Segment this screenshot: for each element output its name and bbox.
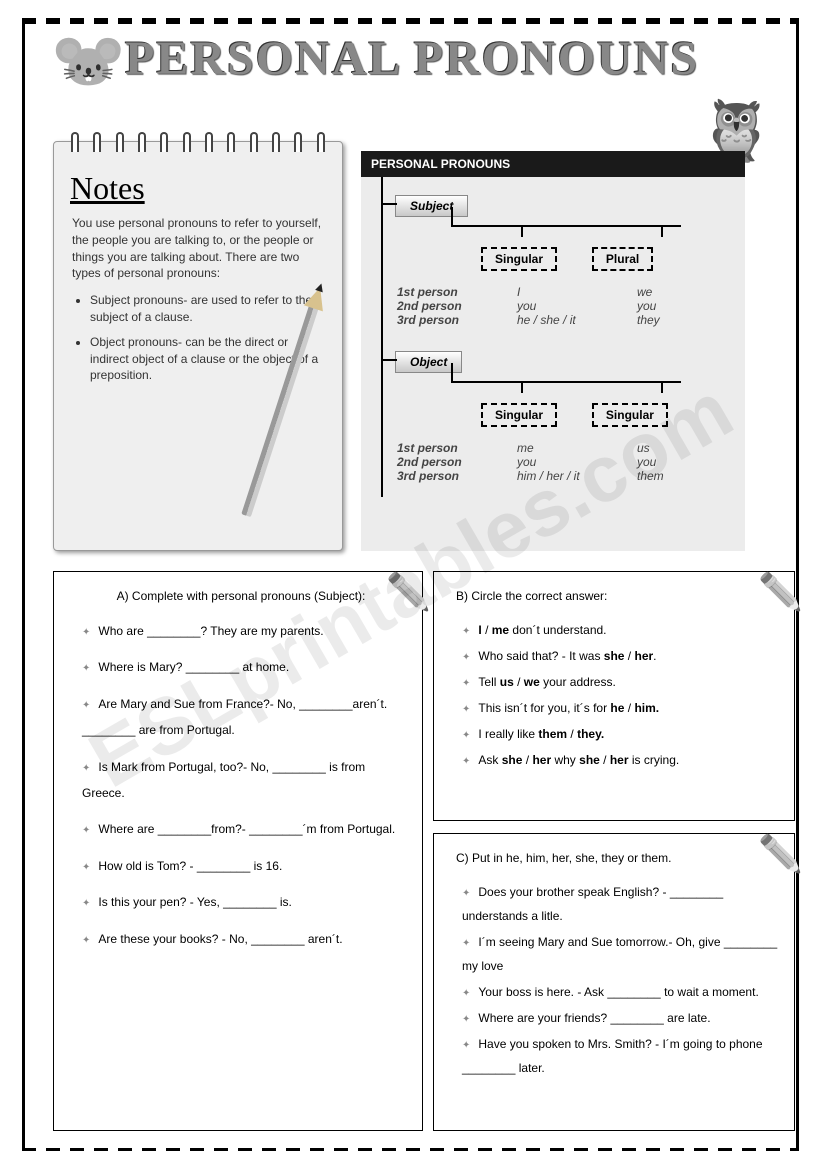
table-row: 3rd personhim / her / itthem	[361, 469, 745, 483]
exercise-a-list: Who are ________? They are my parents. Wh…	[76, 618, 406, 952]
subject-singular-label: Singular	[481, 247, 557, 271]
pencil-character-icon: ✏️	[386, 556, 432, 602]
table-row: 2nd personyouyou	[361, 299, 745, 313]
worksheet-page: PERSONAL PRONOUNS 🐭 🦉 Notes You use pers…	[22, 18, 799, 1151]
exercise-c: ✏️ C) Put in he, him, her, she, they or …	[433, 833, 795, 1131]
exercise-b: ✏️ B) Circle the correct answer: I / me …	[433, 571, 795, 821]
pencil-character-icon: ✏️	[758, 818, 804, 864]
table-row: 2nd personyouyou	[361, 455, 745, 469]
subject-plural-label: Plural	[592, 247, 653, 271]
pronouns-diagram: PERSONAL PRONOUNS Subject Singular Plura…	[361, 151, 745, 551]
list-item: I / me don´t understand.	[462, 618, 778, 642]
exercise-a-title: A) Complete with personal pronouns (Subj…	[76, 584, 406, 608]
list-item: Ask she / her why she / her is crying.	[462, 748, 778, 772]
list-item: Where is Mary? ________ at home.	[82, 654, 406, 680]
exercise-b-title: B) Circle the correct answer:	[456, 584, 778, 608]
notes-intro: You use personal pronouns to refer to yo…	[72, 215, 324, 282]
list-item: Are these your books? - No, ________ are…	[82, 926, 406, 952]
list-item: Tell us / we your address.	[462, 670, 778, 694]
list-item: Is Mark from Portugal, too?- No, _______…	[82, 754, 406, 807]
table-row: 1st personIwe	[361, 285, 745, 299]
list-item: Are Mary and Sue from France?- No, _____…	[82, 691, 406, 744]
list-item: Is this your pen? - Yes, ________ is.	[82, 889, 406, 915]
subject-tab: Subject	[395, 195, 468, 217]
table-row: 3rd personhe / she / itthey	[361, 313, 745, 327]
pencil-character-icon: ✏️	[758, 556, 804, 602]
table-row: 1st personmeus	[361, 441, 745, 455]
spiral-binding	[64, 132, 332, 154]
notes-header: Notes	[70, 170, 342, 207]
object-singular-label: Singular	[481, 403, 557, 427]
list-item: I´m seeing Mary and Sue tomorrow.- Oh, g…	[462, 930, 778, 978]
list-item: Who said that? - It was she / her.	[462, 644, 778, 668]
list-item: Where are your friends? ________ are lat…	[462, 1006, 778, 1030]
list-item: How old is Tom? - ________ is 16.	[82, 853, 406, 879]
exercise-b-list: I / me don´t understand.Who said that? -…	[456, 618, 778, 772]
exercise-c-title: C) Put in he, him, her, she, they or the…	[456, 846, 778, 870]
list-item: Your boss is here. - Ask ________ to wai…	[462, 980, 778, 1004]
exercise-a: ✏️ A) Complete with personal pronouns (S…	[53, 571, 423, 1131]
exercise-c-list: Does your brother speak English? - _____…	[456, 880, 778, 1080]
page-title: PERSONAL PRONOUNS	[125, 31, 699, 86]
notes-bullet: Subject pronouns- are used to refer to t…	[90, 292, 324, 326]
list-item: Where are ________from?- ________´m from…	[82, 816, 406, 842]
diagram-header: PERSONAL PRONOUNS	[361, 151, 745, 177]
list-item: Have you spoken to Mrs. Smith? - I´m goi…	[462, 1032, 778, 1080]
object-singular2-label: Singular	[592, 403, 668, 427]
list-item: I really like them / they.	[462, 722, 778, 746]
list-item: Does your brother speak English? - _____…	[462, 880, 778, 928]
list-item: Who are ________? They are my parents.	[82, 618, 406, 644]
list-item: This isn´t for you, it´s for he / him.	[462, 696, 778, 720]
mouse-icon: 🐭	[51, 25, 126, 96]
